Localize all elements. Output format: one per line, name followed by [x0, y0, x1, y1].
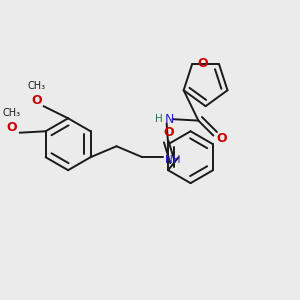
Text: O: O [6, 121, 17, 134]
Text: O: O [216, 132, 227, 145]
Text: O: O [198, 56, 208, 70]
Text: O: O [163, 126, 174, 139]
Text: CH₃: CH₃ [27, 81, 45, 91]
Text: NH: NH [166, 155, 181, 165]
Text: CH₃: CH₃ [2, 108, 21, 118]
Text: N: N [164, 113, 174, 126]
Text: H: H [155, 114, 163, 124]
Text: O: O [31, 94, 42, 107]
